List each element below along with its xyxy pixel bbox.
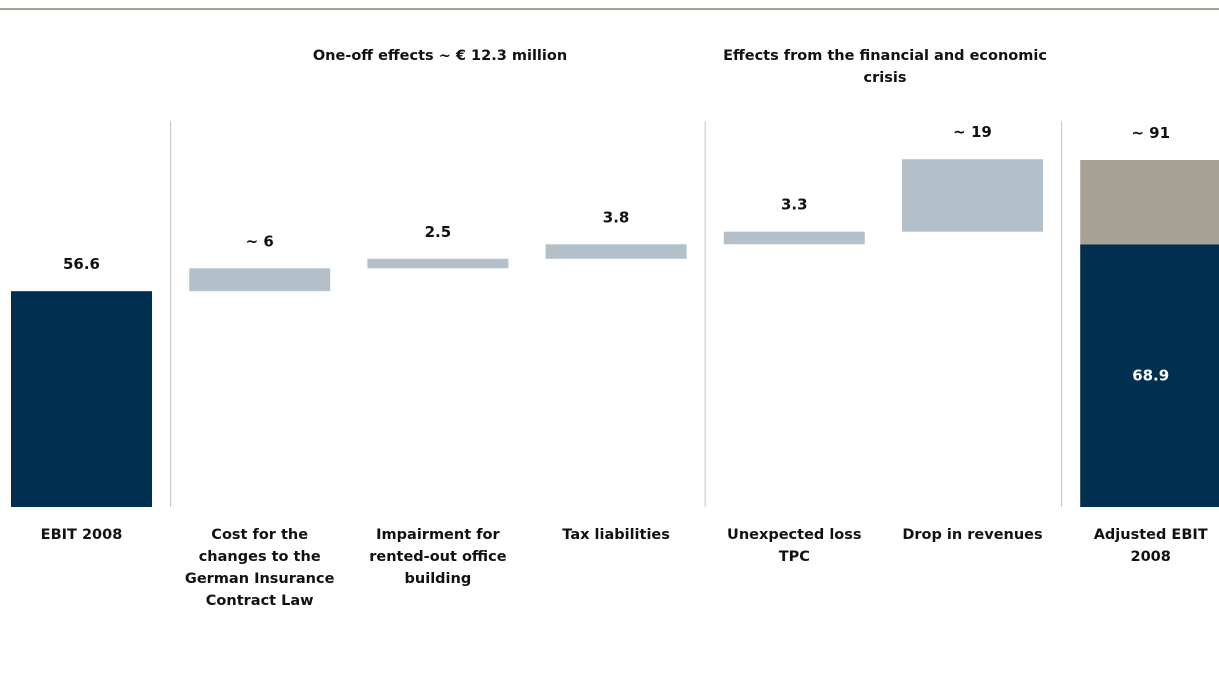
category-label: EBIT 2008: [40, 527, 123, 543]
category-label: Impairment for rented-out office buildin…: [369, 527, 507, 587]
bar-total: [11, 291, 152, 507]
data-label: 56.6: [63, 255, 100, 273]
group-title-one-off-effects: One-off effects ~ € 12.3 million: [312, 48, 568, 64]
data-label-total: ~ 91: [1131, 124, 1170, 142]
data-label: 2.5: [425, 223, 452, 241]
data-label-inside: 68.9: [1132, 367, 1169, 385]
bar-segment: [1080, 244, 1219, 507]
bar-delta: [189, 268, 331, 292]
category-label: Cost for the changes to the German Insur…: [184, 527, 335, 609]
data-label: 3.8: [603, 208, 630, 226]
bar-delta: [902, 159, 1043, 232]
category-label: Tax liabilities: [562, 527, 670, 543]
bar-delta: [545, 244, 687, 259]
bar-segment: [1080, 160, 1219, 245]
group-title-crisis-effects: Effects from the financial and economic …: [723, 48, 1047, 86]
data-label: ~ 19: [953, 123, 992, 141]
category-label: Adjusted EBIT 2008: [1093, 527, 1208, 565]
bar-delta: [723, 231, 865, 245]
top-rule: [0, 8, 1219, 10]
data-label: 3.3: [781, 196, 808, 214]
category-label: Unexpected loss TPC: [727, 527, 862, 565]
bar-delta: [367, 258, 509, 269]
data-label: ~ 6: [246, 232, 274, 250]
category-label: Drop in revenues: [902, 527, 1043, 543]
